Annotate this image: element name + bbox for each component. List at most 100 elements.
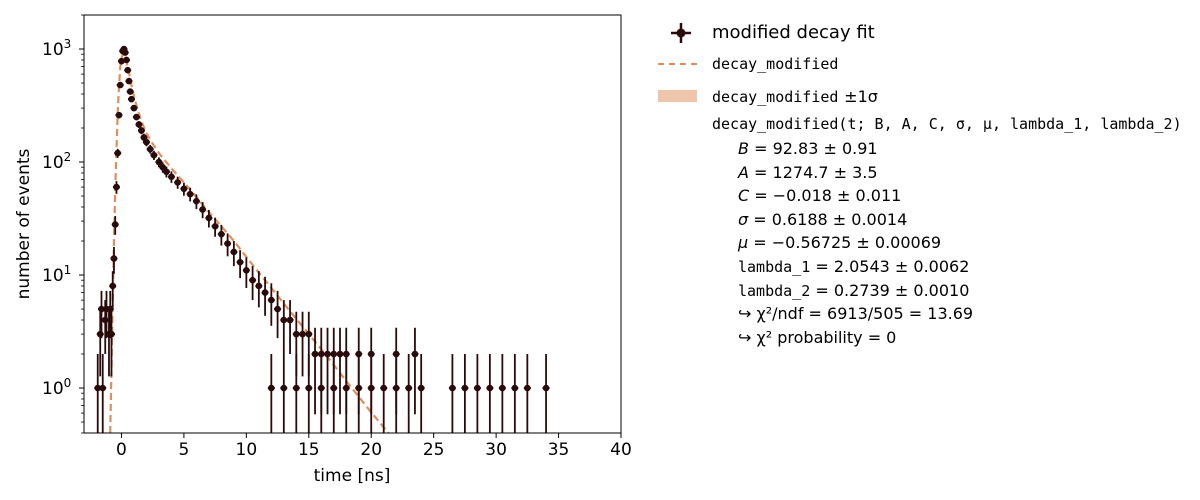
legend-band-name: decay_modified	[712, 88, 839, 106]
data-marker	[367, 384, 375, 392]
legend-band-sigma: ±1σ	[844, 87, 878, 106]
data-marker	[317, 384, 325, 392]
fit-param-row: lambda_1 = 2.0543 ± 0.0062	[738, 257, 973, 281]
y-tick-label: 101	[42, 263, 71, 286]
data-point	[205, 209, 213, 228]
data-marker	[311, 350, 319, 358]
data-marker	[163, 168, 170, 176]
data-point	[186, 187, 194, 202]
data-point	[324, 327, 332, 415]
data-marker	[268, 384, 275, 392]
data-point	[174, 176, 182, 189]
data-marker	[218, 230, 225, 238]
x-tick-label: 30	[485, 440, 507, 460]
data-point	[107, 311, 115, 377]
data-point	[486, 354, 494, 433]
data-marker	[121, 49, 129, 56]
data-point	[292, 354, 300, 433]
data-point	[380, 354, 388, 433]
data-marker	[286, 316, 294, 324]
data-marker	[261, 289, 269, 296]
x-tick-label: 10	[236, 440, 258, 460]
legend: modified decay fit decay_modified decay_…	[655, 18, 1195, 347]
data-point	[299, 311, 307, 377]
data-marker	[293, 330, 300, 338]
legend-label-data: modified decay fit	[712, 22, 875, 43]
data-point	[280, 300, 288, 355]
data-marker	[116, 81, 124, 89]
data-marker	[249, 276, 256, 284]
data-marker	[417, 384, 425, 392]
data-point	[448, 354, 456, 433]
data-point	[130, 104, 138, 112]
data-marker	[392, 384, 400, 392]
data-marker	[159, 163, 166, 171]
fit-param-value: = 0.6188 ± 0.0014	[748, 209, 908, 229]
legend-label-band: decay_modified ±1σ	[712, 86, 878, 107]
x-axis-label: time [ns]	[314, 466, 391, 486]
fit-param-row: C = −0.018 ± 0.011	[738, 186, 973, 210]
data-point	[217, 224, 225, 246]
fit-param-name: lambda_1	[738, 257, 811, 276]
data-point	[224, 233, 232, 257]
fit-param-row: lambda_2 = 0.2739 ± 0.0010	[738, 281, 973, 305]
data-point	[267, 283, 275, 326]
data-marker	[133, 113, 140, 121]
data-marker	[280, 316, 288, 324]
data-marker	[98, 305, 105, 313]
data-point	[110, 246, 118, 274]
data-marker	[115, 111, 123, 119]
data-point	[159, 162, 167, 173]
data-marker	[150, 151, 158, 159]
legend-item-band: decay_modified ±1σ	[655, 80, 1195, 111]
data-point	[162, 166, 170, 178]
data-marker	[101, 316, 109, 324]
data-marker	[186, 190, 194, 198]
data-marker	[461, 384, 469, 392]
fit-param-name: A	[738, 162, 749, 182]
plot-frame	[83, 14, 622, 434]
data-marker	[324, 350, 331, 358]
data-point	[417, 354, 425, 433]
data-marker	[330, 384, 338, 392]
data-marker	[113, 183, 120, 191]
x-tick-label: 5	[178, 440, 189, 460]
data-marker	[305, 384, 313, 392]
data-marker	[293, 384, 300, 392]
dashed-line-icon	[658, 63, 697, 65]
fit-param-row: σ = 0.6188 ± 0.0014	[738, 210, 973, 234]
y-tick-label: 103	[42, 37, 71, 60]
data-point	[137, 127, 145, 135]
fit-param-value: = 92.83 ± 0.91	[748, 139, 878, 158]
data-marker	[138, 127, 145, 134]
data-marker	[124, 66, 132, 74]
chi2-probability: ↪ χ² probability = 0	[738, 328, 897, 348]
data-marker	[111, 221, 119, 228]
data-point	[127, 95, 135, 103]
data-marker	[211, 222, 219, 230]
data-marker	[106, 305, 114, 313]
data-point	[122, 56, 130, 64]
data-marker	[155, 158, 163, 166]
data-point	[249, 266, 257, 301]
chi2-ndf: ↪ χ²/ndf = 6913/505 = 13.69	[738, 304, 974, 324]
data-point	[330, 354, 338, 433]
data-marker	[255, 282, 263, 290]
data-point	[180, 182, 188, 196]
legend-label-fit: decay_modified	[712, 55, 839, 73]
data-marker	[236, 258, 244, 266]
data-marker	[342, 384, 350, 392]
data-point	[261, 276, 269, 316]
band-swatch-icon	[658, 90, 697, 102]
data-point	[211, 217, 219, 237]
data-marker	[146, 145, 154, 153]
data-marker	[280, 384, 288, 392]
data-point	[286, 300, 294, 355]
fit-param-value: = 2.0543 ± 0.0062	[810, 256, 970, 276]
x-tick-label: 0	[116, 440, 127, 460]
data-marker	[499, 384, 506, 392]
data-marker	[299, 330, 306, 338]
data-point	[473, 354, 481, 433]
data-marker	[474, 384, 481, 392]
fit-param-value: = −0.018 ± 0.011	[749, 186, 902, 206]
